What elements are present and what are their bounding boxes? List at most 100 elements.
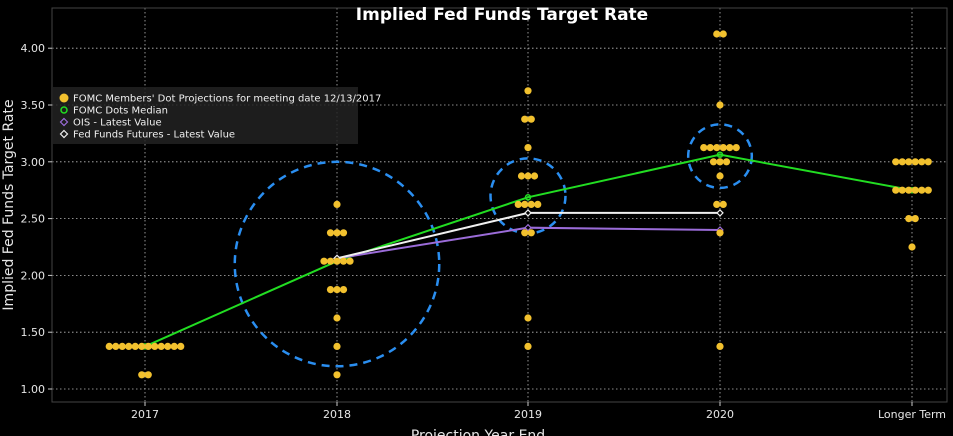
fomc-dot xyxy=(719,30,727,38)
series-point xyxy=(524,223,532,232)
fomc-dot xyxy=(517,172,526,180)
fomc-dot xyxy=(527,229,535,237)
fomc-dot xyxy=(716,172,724,180)
fomc-dot xyxy=(326,229,335,237)
fomc-dot xyxy=(144,371,152,379)
fomc-dot xyxy=(898,186,906,194)
fomc-dot xyxy=(333,257,341,265)
fomc-dot xyxy=(514,200,522,208)
dot-projections xyxy=(105,30,932,379)
fomc-dot xyxy=(527,115,535,123)
fomc-dot xyxy=(924,158,932,166)
fomc-dot xyxy=(333,229,341,237)
x-tick-label: 2019 xyxy=(514,408,542,421)
fomc-dot xyxy=(339,286,348,294)
fomc-dot xyxy=(905,158,913,166)
y-tick-label: 2.00 xyxy=(21,269,46,282)
fomc-dot xyxy=(118,342,126,350)
fomc-dot xyxy=(320,257,328,265)
fomc-dot xyxy=(706,144,714,152)
dashed-annotation-circle xyxy=(686,123,754,190)
fomc-dot xyxy=(898,158,906,166)
legend-marker-diamond xyxy=(59,117,69,127)
legend: FOMC Members' Dot Projections for meetin… xyxy=(53,87,381,144)
fomc-dot xyxy=(326,257,335,265)
y-tick-label: 1.50 xyxy=(21,326,46,339)
y-tick-label: 1.00 xyxy=(21,383,46,396)
fomc-dot xyxy=(911,158,919,166)
fomc-dot xyxy=(333,342,341,350)
fomc-dot xyxy=(719,144,727,152)
series-line xyxy=(144,153,913,348)
chart-title: Implied Fed Funds Target Rate xyxy=(356,5,648,25)
fomc-dot xyxy=(521,229,529,237)
y-tick-label: 4.00 xyxy=(21,42,46,55)
legend-label: FOMC Members' Dot Projections for meetin… xyxy=(73,94,381,105)
x-tick-label: Longer Term xyxy=(878,408,946,421)
x-tick-label: 2018 xyxy=(323,408,351,421)
y-axis-label: Implied Fed Funds Target Rate xyxy=(1,99,17,310)
fomc-dot xyxy=(333,286,341,294)
fomc-dot xyxy=(530,172,539,180)
fomc-dot xyxy=(339,229,348,237)
series-point xyxy=(524,209,532,217)
fomc-dot xyxy=(911,186,919,194)
fomc-dot xyxy=(719,200,727,208)
fomc-dot xyxy=(918,186,926,194)
median-point xyxy=(716,151,724,158)
legend-label: FOMC Dots Median xyxy=(73,106,168,117)
fomc-dot xyxy=(157,342,165,350)
fomc-dot xyxy=(164,342,172,350)
fomc-dot xyxy=(892,158,900,166)
fomc-dot xyxy=(716,229,724,237)
fomc-dot xyxy=(905,215,913,223)
fomc-dot xyxy=(700,144,708,152)
legend-marker-diamond xyxy=(59,129,69,139)
series-lines xyxy=(141,151,916,350)
fomc-dot xyxy=(170,342,178,350)
fomc-dot xyxy=(722,158,731,166)
fomc-dot xyxy=(326,286,335,294)
fomc-dot xyxy=(138,371,146,379)
fomc-dot xyxy=(339,257,348,265)
fomc-dot xyxy=(709,158,718,166)
fomc-dot xyxy=(105,342,113,350)
fomc-dot xyxy=(713,30,721,38)
fomc-dot xyxy=(151,342,159,350)
axes: 1.00 1.50 2.00 2.50 3.00 3.50 4.00 2017 2018 2019… xyxy=(21,7,948,421)
y-tick-label: 2.50 xyxy=(21,213,46,226)
fomc-dot xyxy=(713,144,721,152)
fomc-dot xyxy=(924,186,932,194)
fomc-dot xyxy=(524,342,532,350)
fomc-dot xyxy=(713,200,721,208)
fomc-dot xyxy=(905,186,913,194)
fomc-dot xyxy=(716,158,724,166)
fomc-dot xyxy=(333,371,341,379)
fomc-dot xyxy=(524,314,532,322)
fomc-dot xyxy=(333,314,341,322)
fomc-dot xyxy=(911,215,919,223)
fomc-dot xyxy=(138,342,146,350)
fomc-dot xyxy=(125,342,133,350)
fomc-dot xyxy=(527,200,535,208)
dashed-annotation-circle xyxy=(233,160,441,368)
fomc-dot xyxy=(521,115,529,123)
legend-box xyxy=(53,87,358,144)
x-tick-label: 2020 xyxy=(706,408,734,421)
legend-label: OIS - Latest Value xyxy=(73,118,162,129)
series-point xyxy=(716,209,724,217)
fomc-dot xyxy=(131,342,139,350)
fomc-dot xyxy=(716,342,724,350)
plot-frame xyxy=(51,7,948,403)
fomc-dot xyxy=(918,158,926,166)
y-tick-label: 3.50 xyxy=(21,99,46,112)
fomc-dot xyxy=(726,144,734,152)
legend-marker-circle xyxy=(60,106,68,114)
x-tick-label: 2017 xyxy=(131,408,159,421)
x-axis-label: Projection Year End xyxy=(411,428,545,436)
fomc-dot xyxy=(732,144,740,152)
fomc-dot xyxy=(524,172,532,180)
fomc-dot xyxy=(892,186,900,194)
